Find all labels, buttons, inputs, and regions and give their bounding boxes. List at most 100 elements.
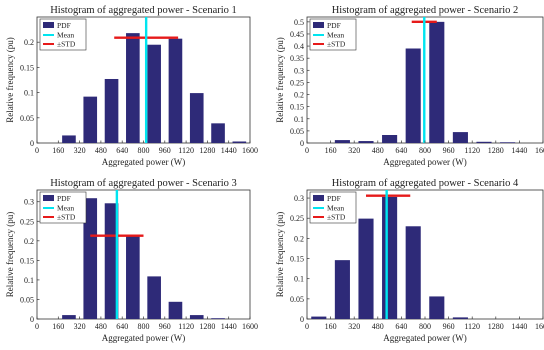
histogram-bar — [104, 203, 119, 319]
x-axis-label: Aggregated power (W) — [102, 157, 185, 167]
chart-title: Histogram of aggregated power - Scenario… — [332, 178, 519, 189]
x-tick-label: 1600 — [242, 146, 258, 155]
x-tick-label: 1440 — [221, 146, 237, 155]
y-axis-label: Relative frequency (pu) — [275, 37, 285, 122]
y-tick-label: 0 — [30, 315, 34, 324]
histogram-bar — [405, 226, 421, 319]
x-axis-label: Aggregated power (W) — [383, 333, 466, 343]
x-tick-label: 1120 — [464, 322, 480, 331]
y-tick-label: 0.15 — [20, 256, 34, 265]
histogram-bar — [405, 48, 421, 143]
y-tick-label: 0.05 — [20, 114, 34, 123]
histogram-bar — [189, 315, 204, 319]
y-tick-label: 0.1 — [294, 115, 304, 124]
x-tick-label: 640 — [116, 322, 128, 331]
x-tick-label: 160 — [325, 146, 337, 155]
y-tick-label: 0 — [300, 315, 304, 324]
y-tick-label: 0.3 — [294, 194, 304, 203]
y-tick-label: 0.3 — [294, 66, 304, 75]
x-tick-label: 320 — [74, 322, 86, 331]
x-tick-label: 1600 — [535, 322, 544, 331]
y-tick-label: 0.15 — [20, 63, 34, 72]
chart-panel-2: 0 160 320 480 640 800 960 1120 1280 1440 1600 0 0.05… — [275, 5, 544, 167]
x-tick-label: 160 — [52, 146, 64, 155]
x-tick-label: 0 — [35, 322, 39, 331]
x-tick-label: 960 — [159, 146, 171, 155]
x-tick-label: 640 — [395, 322, 407, 331]
y-axis-label: Relative frequency (pu) — [5, 212, 15, 297]
chart-title: Histogram of aggregated power - Scenario… — [50, 5, 237, 16]
x-tick-label: 1120 — [178, 322, 194, 331]
y-tick-label: 0 — [300, 139, 304, 148]
x-tick-label: 0 — [35, 146, 39, 155]
legend-mean-label: Mean — [57, 204, 74, 213]
chart-panel-1: 0 160 320 480 640 800 960 1120 1280 1440 1600 0 0.05… — [5, 5, 258, 167]
histogram-bar — [211, 318, 225, 319]
chart-panel-3: 0 160 320 480 640 800 960 1120 1280 1440 1600 0 0.05… — [5, 178, 258, 343]
x-tick-label: 480 — [95, 322, 107, 331]
x-tick-label: 800 — [138, 146, 150, 155]
x-tick-label: 160 — [52, 322, 64, 331]
x-tick-label: 800 — [419, 322, 431, 331]
y-tick-label: 0.4 — [294, 42, 304, 51]
histogram-bar — [334, 260, 350, 319]
legend-pdf-swatch — [313, 22, 324, 28]
legend-std-label: ±STD — [57, 213, 76, 222]
histogram-bar — [126, 236, 140, 319]
histogram-bar — [83, 198, 98, 319]
x-tick-label: 800 — [419, 146, 431, 155]
histogram-bar — [382, 196, 398, 319]
legend-std-label: ±STD — [327, 40, 346, 49]
histogram-bar — [358, 218, 374, 319]
histogram-bar — [62, 315, 76, 319]
y-tick-label: 0.2 — [24, 38, 34, 47]
x-tick-label: 1280 — [199, 322, 215, 331]
y-tick-label: 0.25 — [290, 214, 304, 223]
y-tick-label: 0.25 — [290, 78, 304, 87]
y-tick-label: 0.05 — [290, 295, 304, 304]
x-tick-label: 1120 — [464, 146, 480, 155]
y-tick-label: 0.2 — [294, 91, 304, 100]
histogram-bar — [211, 123, 225, 143]
histogram-bar — [126, 33, 140, 143]
histogram-bar — [334, 140, 350, 143]
histogram-bar — [189, 93, 204, 143]
legend-mean-label: Mean — [327, 31, 344, 40]
x-tick-label: 320 — [348, 322, 360, 331]
y-tick-label: 0.1 — [24, 89, 34, 98]
x-tick-label: 0 — [305, 322, 309, 331]
legend-std-label: ±STD — [57, 40, 76, 49]
legend-mean-label: Mean — [57, 31, 74, 40]
y-axis-label: Relative frequency (pu) — [5, 37, 15, 122]
x-tick-label: 1120 — [178, 146, 194, 155]
histogram-bar — [452, 132, 468, 143]
histogram-bar — [104, 78, 119, 143]
x-tick-label: 960 — [443, 322, 455, 331]
histogram-bar — [476, 141, 492, 143]
y-tick-label: 0.05 — [290, 127, 304, 136]
histogram-bar — [429, 21, 445, 144]
x-tick-label: 0 — [305, 146, 309, 155]
x-tick-label: 480 — [372, 146, 384, 155]
histogram-bar — [83, 96, 98, 143]
legend-pdf-label: PDF — [57, 21, 71, 30]
x-tick-label: 480 — [372, 322, 384, 331]
x-tick-label: 320 — [348, 146, 360, 155]
x-tick-label: 160 — [325, 322, 337, 331]
x-axis-label: Aggregated power (W) — [383, 157, 466, 167]
y-tick-label: 0.5 — [294, 18, 304, 27]
legend-pdf-swatch — [313, 195, 324, 201]
histogram-bar — [168, 301, 183, 319]
histogram-bar — [232, 141, 247, 143]
x-tick-label: 320 — [74, 146, 86, 155]
y-tick-label: 0.25 — [20, 217, 34, 226]
y-tick-label: 0.35 — [290, 54, 304, 63]
x-tick-label: 800 — [138, 322, 150, 331]
x-axis-label: Aggregated power (W) — [102, 333, 185, 343]
y-tick-label: 0.1 — [24, 276, 34, 285]
histogram-bar — [311, 316, 327, 319]
x-tick-label: 640 — [395, 146, 407, 155]
